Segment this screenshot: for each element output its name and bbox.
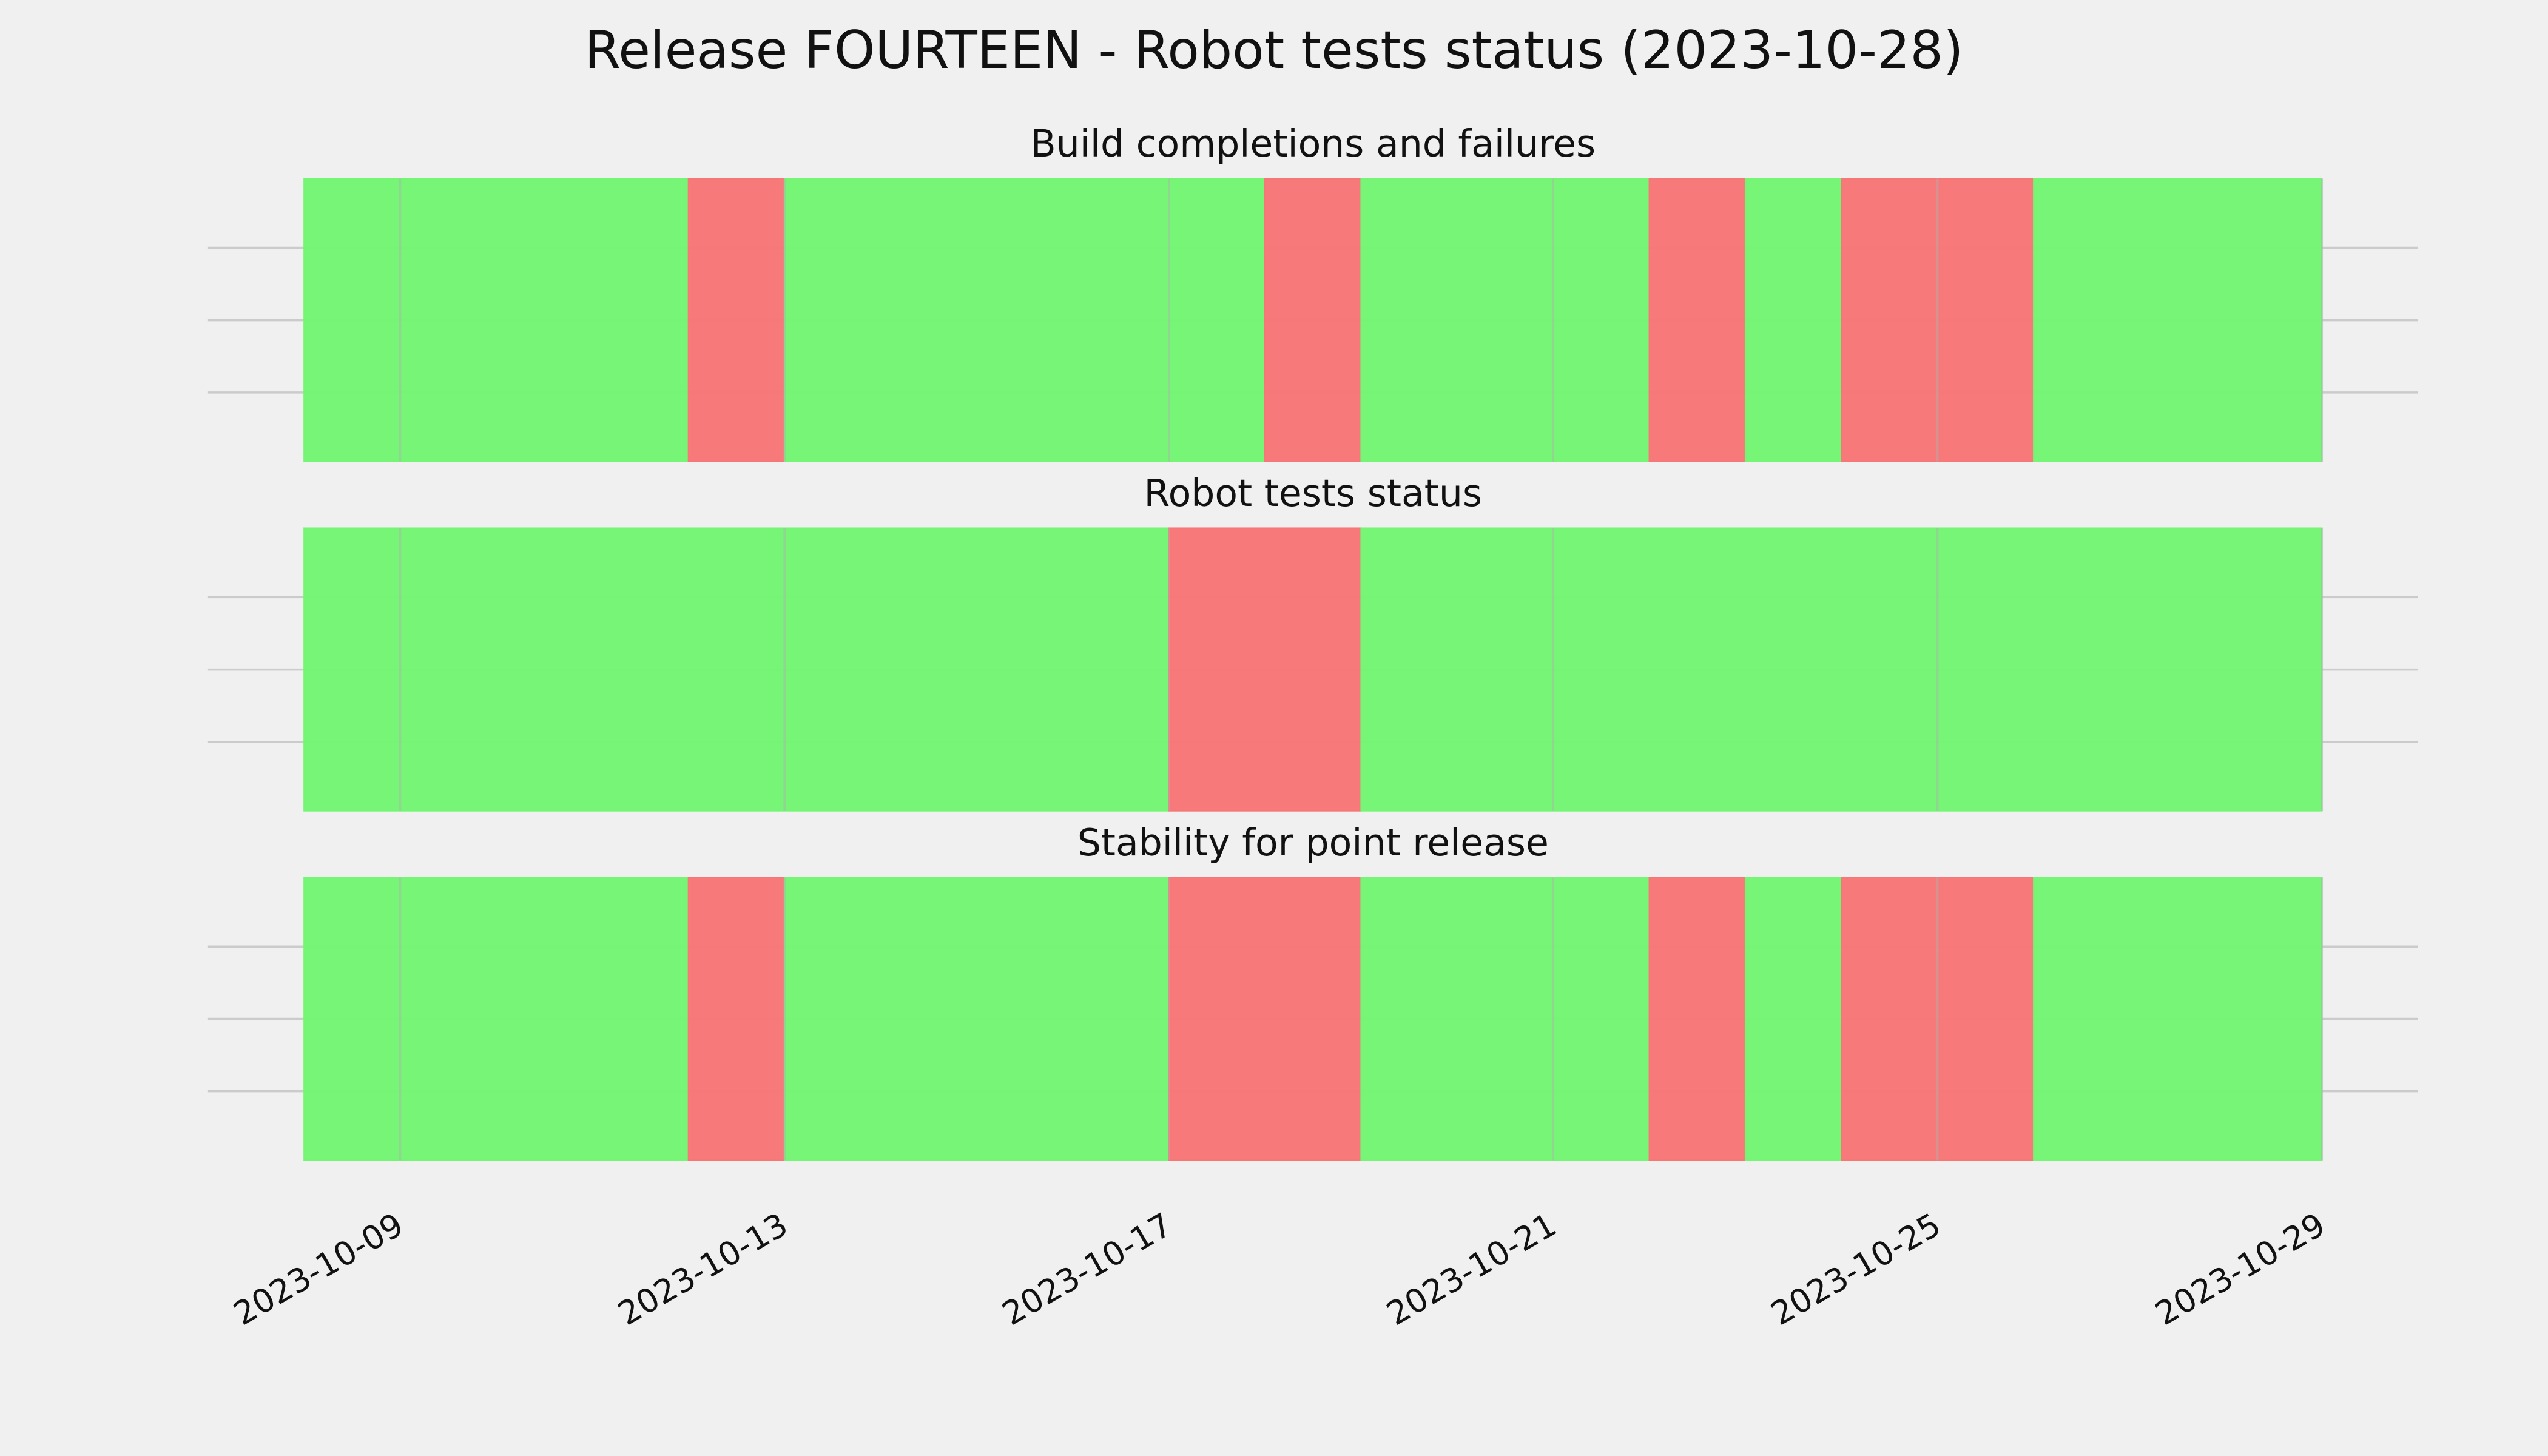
status-segment xyxy=(687,877,786,1161)
status-segment xyxy=(303,527,1170,812)
chart-title: Release FOURTEEN - Robot tests status (2… xyxy=(585,20,1964,81)
status-segment xyxy=(303,877,689,1161)
status-segment xyxy=(1841,877,2035,1161)
status-segment xyxy=(1648,877,1747,1161)
status-segment xyxy=(784,178,1266,462)
status-segment xyxy=(2033,178,2323,462)
status-segment xyxy=(1648,178,1747,462)
status-segment xyxy=(1168,877,1362,1161)
status-segment xyxy=(303,178,689,462)
status-segment xyxy=(2033,877,2323,1161)
status-segment xyxy=(784,877,1170,1161)
status-segment xyxy=(1168,527,1362,812)
panel-title: Robot tests status xyxy=(1144,471,1482,515)
status-segment xyxy=(1841,178,2035,462)
status-segment xyxy=(687,178,786,462)
panel-title: Build completions and failures xyxy=(1030,122,1596,166)
status-segment xyxy=(1360,527,2323,812)
status-segment xyxy=(1744,178,1842,462)
status-segment xyxy=(1744,877,1842,1161)
panel-title: Stability for point release xyxy=(1077,821,1549,864)
status-segment xyxy=(1360,877,1650,1161)
status-segment xyxy=(1360,178,1650,462)
status-segment xyxy=(1264,178,1362,462)
